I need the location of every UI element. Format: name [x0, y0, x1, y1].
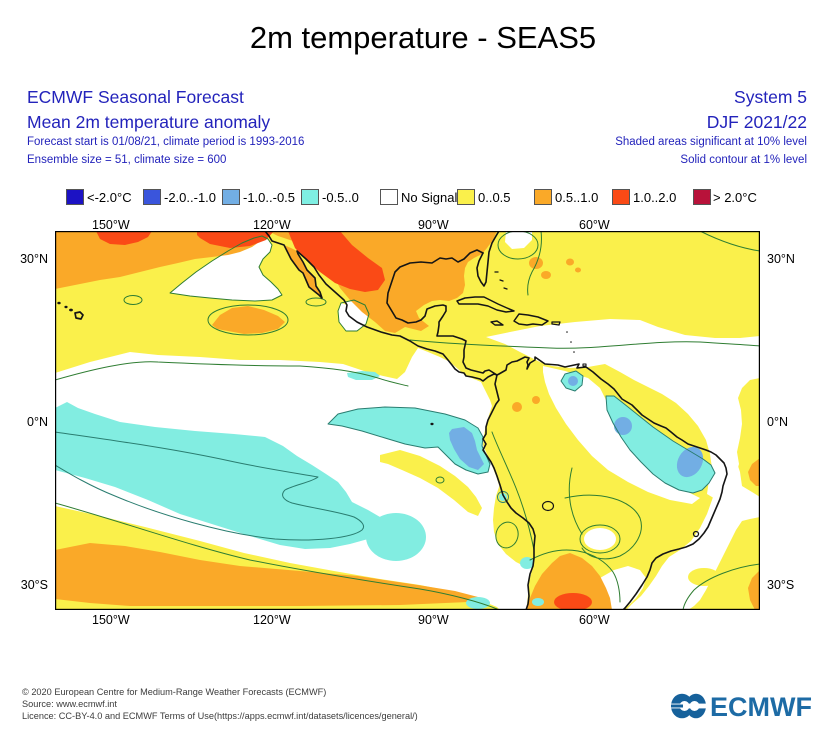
svg-text:ECMWF: ECMWF	[710, 692, 812, 722]
